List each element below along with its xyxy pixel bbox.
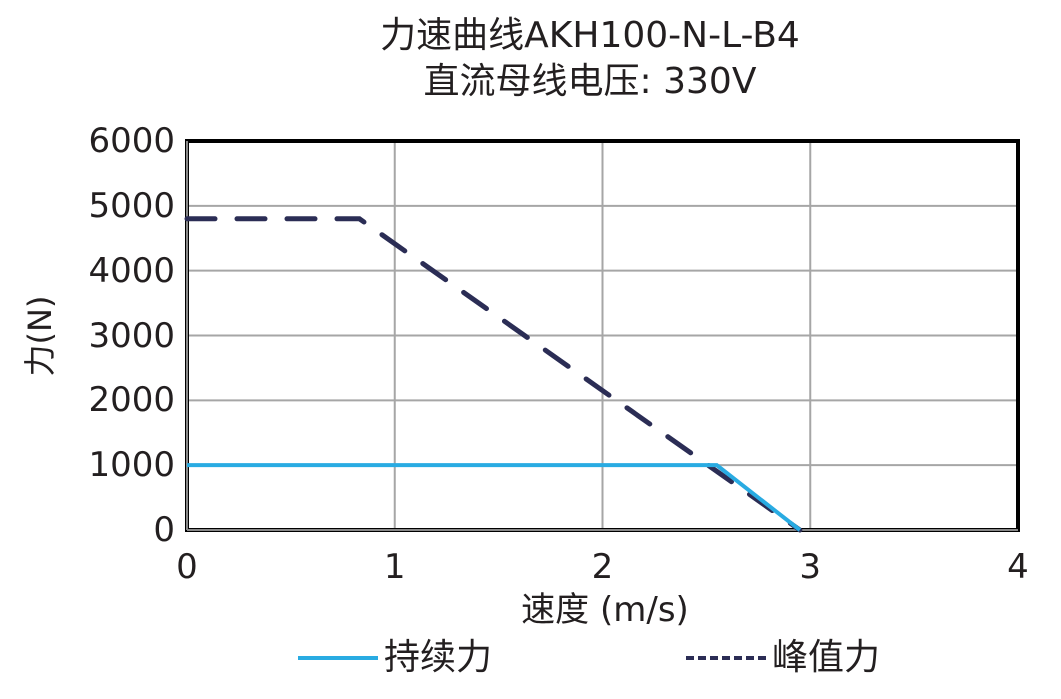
chart-title-line2: 直流母线电压: 330V <box>423 61 757 102</box>
y-tick-label: 1000 <box>88 445 175 486</box>
continuous-force-series <box>187 463 802 532</box>
y-tick-label: 3000 <box>88 315 175 356</box>
x-tick-label: 3 <box>799 547 822 587</box>
legend-solid-line-icon <box>298 656 378 660</box>
legend-continuous-label: 持续力 <box>384 637 493 678</box>
legend-peak: 峰值力 <box>686 634 880 682</box>
x-tick-label: 0 <box>176 547 198 587</box>
y-tick-label: 2000 <box>88 380 175 421</box>
y-tick-label: 5000 <box>88 185 175 226</box>
x-tick-label: 1 <box>383 547 406 587</box>
legend-dashed-line-icon <box>686 656 766 660</box>
y-tick-label: 6000 <box>88 121 175 161</box>
grid-lines <box>186 140 1019 531</box>
legend-peak-label: 峰值力 <box>772 637 881 678</box>
x-axis-label: 速度 (m/s) <box>521 590 689 630</box>
y-tick-label: 0 <box>153 510 175 550</box>
peak-force-series <box>184 216 803 533</box>
y-axis-label: 力(N) <box>21 295 59 377</box>
x-tick-label: 2 <box>591 547 614 587</box>
chart-title-line1: 力速曲线AKH100-N-L-B4 <box>380 15 800 56</box>
x-tick-label: 4 <box>1007 547 1029 587</box>
legend-continuous: 持续力 <box>298 634 492 682</box>
y-tick-label: 4000 <box>88 250 175 291</box>
